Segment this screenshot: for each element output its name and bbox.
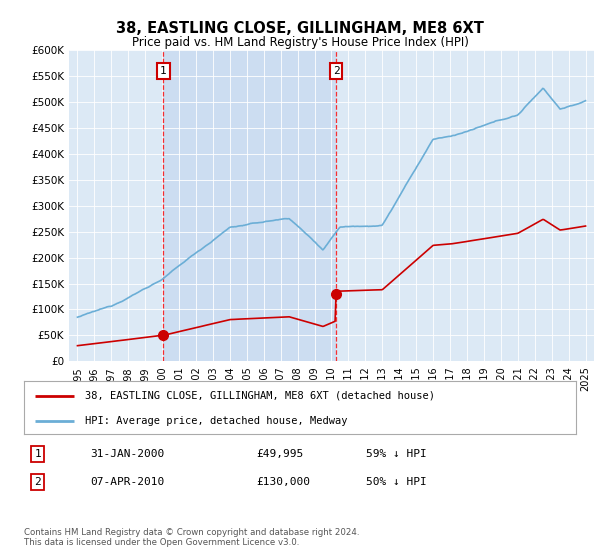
Text: 1: 1	[160, 66, 167, 76]
Text: £130,000: £130,000	[256, 477, 310, 487]
Text: 07-APR-2010: 07-APR-2010	[90, 477, 164, 487]
Text: 38, EASTLING CLOSE, GILLINGHAM, ME8 6XT: 38, EASTLING CLOSE, GILLINGHAM, ME8 6XT	[116, 21, 484, 36]
Text: 50% ↓ HPI: 50% ↓ HPI	[366, 477, 427, 487]
Text: 2: 2	[34, 477, 41, 487]
Text: Contains HM Land Registry data © Crown copyright and database right 2024.
This d: Contains HM Land Registry data © Crown c…	[24, 528, 359, 547]
Text: 1: 1	[34, 449, 41, 459]
Text: 31-JAN-2000: 31-JAN-2000	[90, 449, 164, 459]
Text: £49,995: £49,995	[256, 449, 303, 459]
Text: 59% ↓ HPI: 59% ↓ HPI	[366, 449, 427, 459]
Text: 2: 2	[332, 66, 340, 76]
Text: Price paid vs. HM Land Registry's House Price Index (HPI): Price paid vs. HM Land Registry's House …	[131, 36, 469, 49]
Text: 38, EASTLING CLOSE, GILLINGHAM, ME8 6XT (detached house): 38, EASTLING CLOSE, GILLINGHAM, ME8 6XT …	[85, 391, 435, 401]
Bar	[163, 50, 336, 361]
Text: HPI: Average price, detached house, Medway: HPI: Average price, detached house, Medw…	[85, 416, 347, 426]
